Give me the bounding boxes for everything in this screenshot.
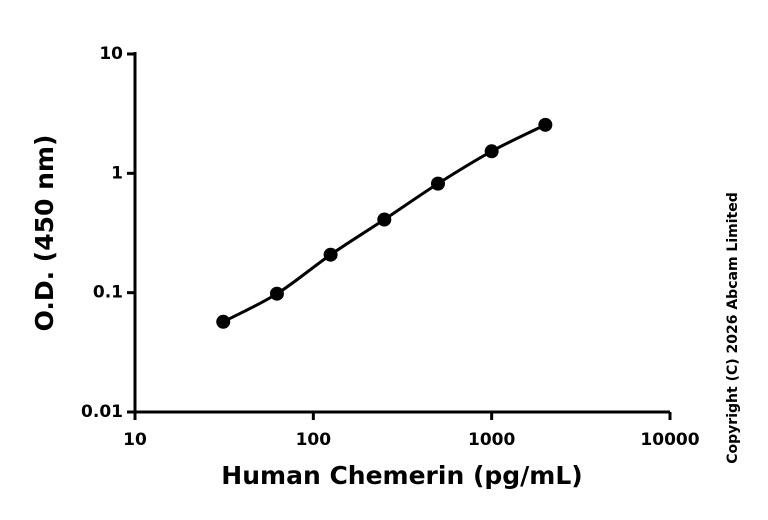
data-point: [269, 286, 284, 301]
data-point: [538, 117, 553, 132]
y-tick-label: 0.1: [93, 283, 123, 303]
y-axis-title: O.D. (450 nm): [30, 135, 59, 332]
data-point: [377, 212, 392, 227]
y-tick-label: 0.01: [81, 402, 123, 422]
y-tick-label: 1: [111, 163, 123, 183]
x-tick-label: 10: [123, 430, 147, 450]
copyright: Copyright (C) 2026 Abcam Limited: [725, 192, 741, 463]
data-point: [484, 144, 499, 159]
x-axis-title: Human Chemerin (pg/mL): [221, 461, 582, 490]
x-tick-label: 100: [296, 430, 332, 450]
data-point: [430, 176, 445, 191]
data-point: [216, 314, 231, 329]
y-tick-label: 10: [99, 44, 123, 64]
x-tick-label: 1000: [468, 430, 515, 450]
x-tick-label: 10000: [640, 430, 699, 450]
data-point: [323, 247, 338, 262]
